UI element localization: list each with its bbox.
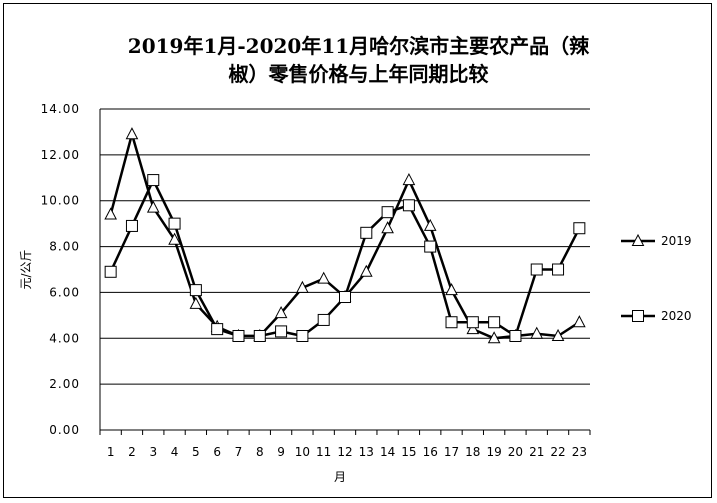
x-tick-label: 3 — [149, 445, 157, 459]
x-tick-label: 20 — [508, 445, 523, 459]
data-point-2019 — [530, 326, 544, 339]
data-point-2019 — [445, 283, 458, 296]
data-point-2019 — [573, 315, 586, 328]
data-point-2019 — [466, 322, 480, 335]
data-point-2019 — [168, 232, 181, 245]
x-tick-label: 17 — [444, 445, 459, 459]
data-point-2019 — [551, 328, 565, 341]
data-point-2020 — [232, 329, 245, 342]
data-point-2019 — [125, 127, 139, 140]
legend-label-2020: 2020 — [661, 309, 692, 323]
y-tick-label: 14.00 — [41, 102, 80, 116]
series-line-2019 — [109, 129, 581, 340]
data-point-2020 — [125, 219, 138, 232]
x-tick-label: 7 — [235, 445, 243, 459]
data-point-2020 — [466, 316, 479, 329]
legend-marker-2020 — [632, 310, 644, 322]
data-point-2019 — [359, 264, 373, 277]
x-tick-label: 19 — [486, 445, 501, 459]
data-point-2019 — [189, 296, 203, 309]
data-point-2020 — [488, 316, 501, 329]
data-point-2020 — [530, 263, 543, 276]
x-tick-label: 22 — [550, 445, 565, 459]
x-tick-label: 11 — [316, 445, 331, 459]
data-point-2019 — [104, 207, 117, 220]
data-point-2020 — [573, 222, 586, 235]
data-point-2019 — [146, 200, 160, 213]
x-tick-label: 16 — [423, 445, 438, 459]
x-tick-label: 6 — [213, 445, 221, 459]
legend-label-2019: 2019 — [661, 234, 692, 248]
y-tick-label: 12.00 — [41, 148, 80, 162]
data-point-2020 — [445, 316, 458, 329]
data-point-2020 — [211, 323, 224, 336]
data-point-2020 — [104, 265, 117, 278]
x-tick-label: 5 — [192, 445, 200, 459]
y-tick-label: 8.00 — [49, 240, 80, 254]
data-point-2019 — [423, 218, 437, 231]
chart-title-line-1: 2019年1月-2020年11月哈尔滨市主要农产品（辣 — [127, 34, 590, 58]
y-tick-label: 0.00 — [49, 423, 80, 437]
y-tick-label: 2.00 — [49, 377, 80, 391]
x-tick-label: 21 — [529, 445, 544, 459]
data-point-2020 — [189, 284, 202, 297]
data-point-2019 — [381, 221, 394, 234]
y-tick-label: 4.00 — [49, 331, 80, 345]
data-point-2020 — [296, 329, 309, 342]
data-point-2019 — [274, 305, 288, 319]
x-tick-label: 15 — [401, 445, 416, 459]
data-point-2019 — [487, 331, 501, 344]
data-point-2020 — [339, 291, 351, 304]
x-tick-label: 18 — [465, 445, 480, 459]
data-point-2020 — [381, 206, 394, 219]
legend-marker-2019 — [631, 233, 645, 246]
data-point-2020 — [402, 199, 415, 212]
y-axis-label: 元/公斤 — [19, 249, 33, 289]
data-point-2019 — [296, 280, 309, 293]
data-point-2020 — [424, 240, 437, 253]
x-tick-label: 9 — [277, 445, 285, 459]
x-tick-label: 2 — [128, 445, 136, 459]
x-tick-label: 14 — [380, 445, 395, 459]
x-axis-label: 月 — [334, 470, 346, 484]
data-point-2020 — [147, 174, 160, 187]
x-tick-label: 1 — [107, 445, 115, 459]
x-tick-label: 23 — [572, 445, 587, 459]
x-tick-label: 10 — [295, 445, 310, 459]
x-tick-label: 13 — [359, 445, 374, 459]
data-point-2020 — [509, 329, 522, 342]
data-point-2020 — [253, 329, 266, 342]
chart-title-line-2: 椒）零售价格与上年同期比较 — [228, 62, 489, 86]
data-point-2020 — [275, 325, 288, 338]
data-point-2020 — [552, 263, 565, 276]
data-point-2020 — [168, 217, 181, 230]
y-tick-label: 10.00 — [41, 194, 80, 208]
data-point-2020 — [317, 313, 330, 326]
data-point-2019 — [317, 271, 331, 284]
y-tick-label: 6.00 — [49, 285, 80, 299]
data-point-2020 — [360, 226, 373, 239]
x-tick-label: 4 — [171, 445, 179, 459]
x-tick-label: 12 — [337, 445, 352, 459]
x-tick-label: 8 — [256, 445, 264, 459]
data-point-2019 — [402, 173, 416, 186]
